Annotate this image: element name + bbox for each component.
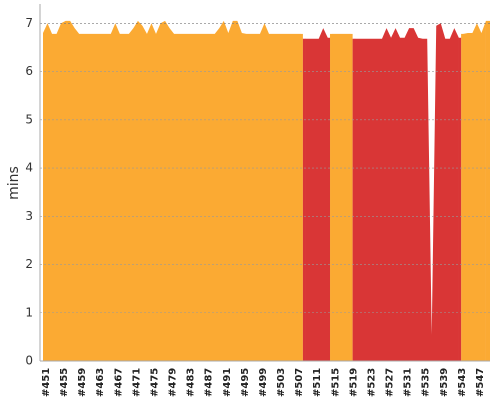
x-tick-label: #455 — [59, 368, 70, 397]
y-tick-label: 0 — [25, 354, 33, 368]
x-tick-label: #471 — [131, 368, 142, 397]
area-edge — [352, 38, 356, 361]
y-tick-label: 3 — [25, 209, 33, 223]
area-edge — [302, 38, 306, 361]
x-tick-label: #519 — [348, 368, 359, 397]
x-tick-label: #451 — [41, 368, 52, 397]
x-tick-label: #459 — [77, 368, 88, 397]
area-edge — [461, 33, 464, 361]
x-tick-label: #479 — [168, 368, 179, 397]
x-tick-label: #467 — [113, 368, 124, 397]
y-tick-label: 1 — [25, 305, 33, 319]
area-edge — [458, 37, 462, 362]
y-tick-label: 2 — [25, 257, 33, 271]
x-tick-label: #507 — [294, 368, 305, 397]
area — [463, 20, 486, 362]
x-tick-label: #547 — [475, 368, 486, 397]
area-edge — [330, 33, 333, 361]
x-tick-label: #527 — [385, 368, 396, 397]
x-tick-label: #483 — [186, 368, 197, 397]
x-tick-label: #463 — [95, 368, 106, 397]
area — [332, 33, 351, 361]
area-edge — [485, 20, 490, 362]
area-edge — [350, 33, 353, 361]
area — [354, 23, 459, 361]
x-tick-label: #495 — [240, 368, 251, 397]
x-tick-label: #535 — [421, 368, 432, 397]
area-edge — [300, 33, 303, 361]
x-tick-label: #487 — [204, 368, 215, 397]
x-tick-label: #503 — [276, 368, 287, 397]
x-tick-label: #543 — [457, 368, 468, 397]
x-tick-label: #523 — [366, 368, 377, 397]
area — [43, 20, 301, 362]
x-tick-label: #475 — [149, 368, 160, 397]
y-tick-label: 6 — [25, 64, 33, 78]
x-tick-label: #511 — [312, 368, 323, 397]
x-tick-label: #539 — [439, 368, 450, 397]
x-tick-label: #531 — [403, 368, 414, 397]
y-tick-label: 7 — [25, 16, 33, 30]
area-edge — [327, 37, 331, 362]
y-tick-label: 4 — [25, 161, 33, 175]
y-tick-label: 5 — [25, 112, 33, 126]
area — [305, 28, 328, 362]
x-tick-label: #515 — [330, 368, 341, 397]
y-axis-label: mins — [6, 166, 22, 200]
x-tick-label: #499 — [258, 368, 269, 397]
x-tick-label: #491 — [222, 368, 233, 397]
